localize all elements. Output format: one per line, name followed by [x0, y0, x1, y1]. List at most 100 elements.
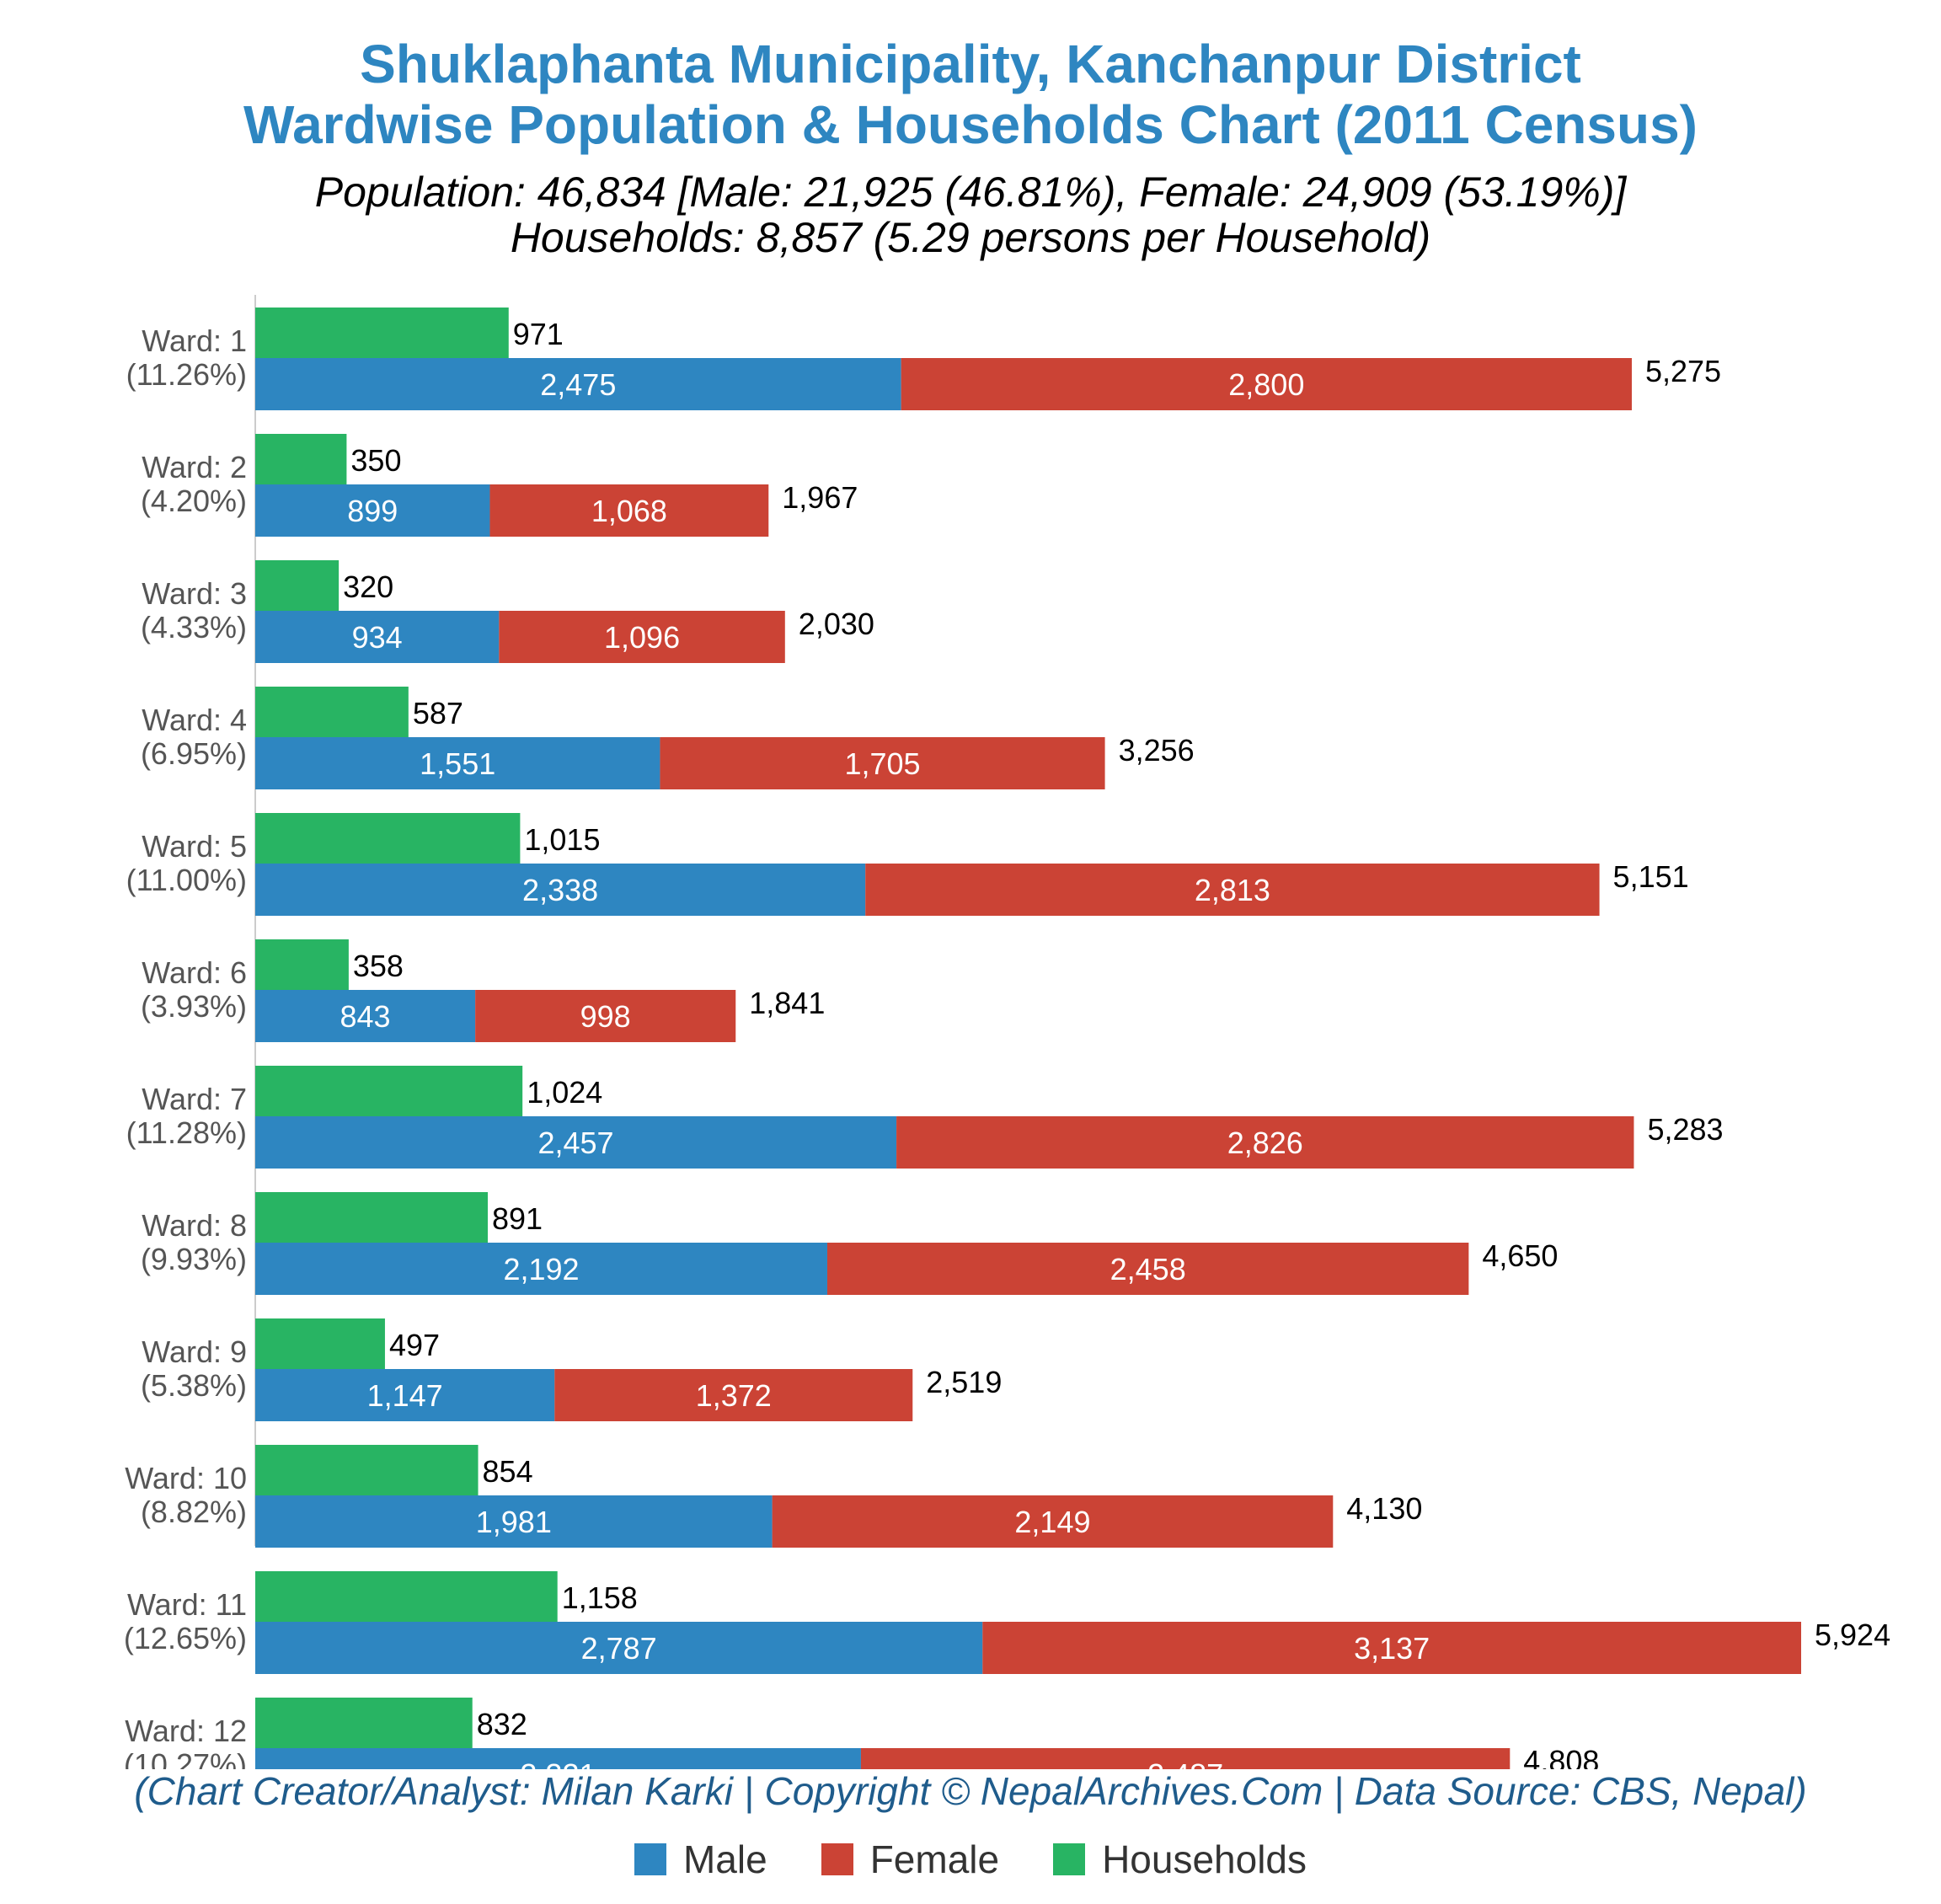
bar-male	[255, 1748, 861, 1769]
tick-label-percent: (10.27%)	[124, 1747, 247, 1769]
bar-male	[255, 1369, 555, 1421]
bar-female	[660, 737, 1105, 789]
tick-label-ward: Ward: 6	[142, 955, 247, 990]
label-households: 1,024	[527, 1075, 602, 1110]
label-households: 358	[353, 949, 404, 983]
tick-label-ward: Ward: 7	[142, 1082, 247, 1116]
tick-label-ward: Ward: 2	[142, 450, 247, 484]
label-total: 1,841	[749, 986, 825, 1020]
label-male: 2,475	[540, 367, 616, 402]
label-male: 2,787	[581, 1631, 657, 1666]
tick-label-ward: Ward: 8	[142, 1208, 247, 1243]
bar-male	[255, 484, 490, 537]
label-male: 899	[347, 494, 398, 528]
tick-label-ward: Ward: 12	[125, 1714, 247, 1748]
legend-swatch-male	[634, 1843, 666, 1875]
label-male: 2,192	[503, 1252, 579, 1286]
bar-male	[255, 990, 476, 1042]
bar-female	[475, 990, 736, 1042]
label-total: 4,650	[1482, 1238, 1558, 1273]
bar-male	[255, 1622, 983, 1674]
label-total: 1,967	[782, 480, 858, 515]
label-female: 2,487	[1147, 1757, 1223, 1769]
label-total: 3,256	[1119, 733, 1195, 767]
label-total: 2,030	[799, 607, 874, 641]
label-households: 587	[413, 696, 463, 730]
label-total: 5,283	[1647, 1112, 1723, 1147]
bar-female	[489, 484, 769, 537]
legend-label-male: Male	[682, 1837, 767, 1881]
population-summary: Population: 46,834 [Male: 21,925 (46.81%…	[314, 168, 1627, 216]
bar-male	[255, 1243, 827, 1295]
label-female: 2,826	[1227, 1126, 1303, 1160]
chart-title-line1: Shuklaphanta Municipality, Kanchanpur Di…	[360, 34, 1581, 94]
bar-male	[255, 737, 660, 789]
tick-label-ward: Ward: 9	[142, 1334, 247, 1369]
legend-label-female: Female	[869, 1837, 1000, 1881]
label-households: 891	[492, 1201, 543, 1236]
legend-label-households: Households	[1102, 1837, 1307, 1881]
label-male: 2,321	[520, 1757, 596, 1769]
label-households: 350	[350, 443, 401, 478]
bar-chart: 971 2,475 2,800 5,275 Ward: 1(11.26%) 350 899 1…	[124, 295, 1890, 1769]
tick-label-ward: Ward: 3	[142, 576, 247, 611]
label-households: 854	[483, 1454, 533, 1489]
label-female: 2,800	[1228, 367, 1304, 402]
tick-label-percent: (8.82%)	[141, 1495, 247, 1529]
tick-label-ward: Ward: 1	[142, 324, 247, 358]
label-total: 5,924	[1815, 1618, 1890, 1652]
label-households: 832	[477, 1707, 527, 1741]
bar-female	[982, 1622, 1801, 1674]
tick-label-percent: (3.93%)	[141, 989, 247, 1024]
tick-label-ward: Ward: 11	[127, 1587, 247, 1622]
bar-households	[255, 1571, 558, 1622]
label-male: 2,457	[537, 1126, 613, 1160]
bar-households	[255, 1066, 523, 1116]
label-total: 4,808	[1523, 1744, 1599, 1769]
chart-title-line2: Wardwise Population & Households Chart (…	[243, 94, 1698, 155]
label-male: 1,551	[420, 746, 495, 781]
tick-label-ward: Ward: 10	[125, 1461, 247, 1495]
label-households: 497	[389, 1328, 440, 1362]
tick-label-percent: (4.20%)	[141, 484, 247, 518]
label-households: 971	[513, 317, 564, 351]
bar-female	[896, 1116, 1634, 1169]
bar-male	[255, 864, 866, 916]
legend-item-households: Households	[1053, 1837, 1307, 1882]
bar-households	[255, 308, 509, 358]
label-households: 320	[343, 570, 393, 604]
label-male: 2,338	[522, 873, 598, 907]
bar-male	[255, 358, 901, 410]
label-male: 843	[340, 999, 391, 1034]
legend-swatch-households	[1053, 1843, 1086, 1875]
bar-female	[865, 864, 1600, 916]
label-female: 1,096	[604, 620, 680, 655]
label-male: 1,147	[367, 1378, 443, 1413]
tick-label-percent: (5.38%)	[141, 1368, 247, 1403]
label-total: 5,275	[1645, 354, 1721, 388]
label-total: 4,130	[1346, 1491, 1422, 1526]
label-female: 1,068	[591, 494, 667, 528]
legend-item-male: Male	[634, 1837, 767, 1882]
bar-households	[255, 687, 409, 737]
bar-female	[772, 1495, 1334, 1548]
legend-swatch-female	[821, 1843, 853, 1875]
tick-label-percent: (6.95%)	[141, 736, 247, 771]
bar-male	[255, 611, 500, 663]
bar-households	[255, 939, 349, 990]
label-female: 2,813	[1195, 873, 1270, 907]
label-male: 1,981	[476, 1505, 552, 1539]
bar-households	[255, 434, 347, 484]
tick-label-percent: (11.28%)	[126, 1115, 247, 1150]
bar-male	[255, 1116, 897, 1169]
label-households: 1,015	[524, 822, 600, 857]
tick-label-percent: (11.00%)	[126, 863, 247, 897]
label-female: 998	[580, 999, 631, 1034]
label-total: 2,519	[926, 1365, 1002, 1399]
tick-label-ward: Ward: 4	[142, 703, 247, 737]
bar-households	[255, 560, 340, 611]
bar-female	[554, 1369, 913, 1421]
bar-households	[255, 1192, 488, 1243]
tick-label-percent: (11.26%)	[126, 357, 247, 392]
bar-female	[901, 358, 1632, 410]
